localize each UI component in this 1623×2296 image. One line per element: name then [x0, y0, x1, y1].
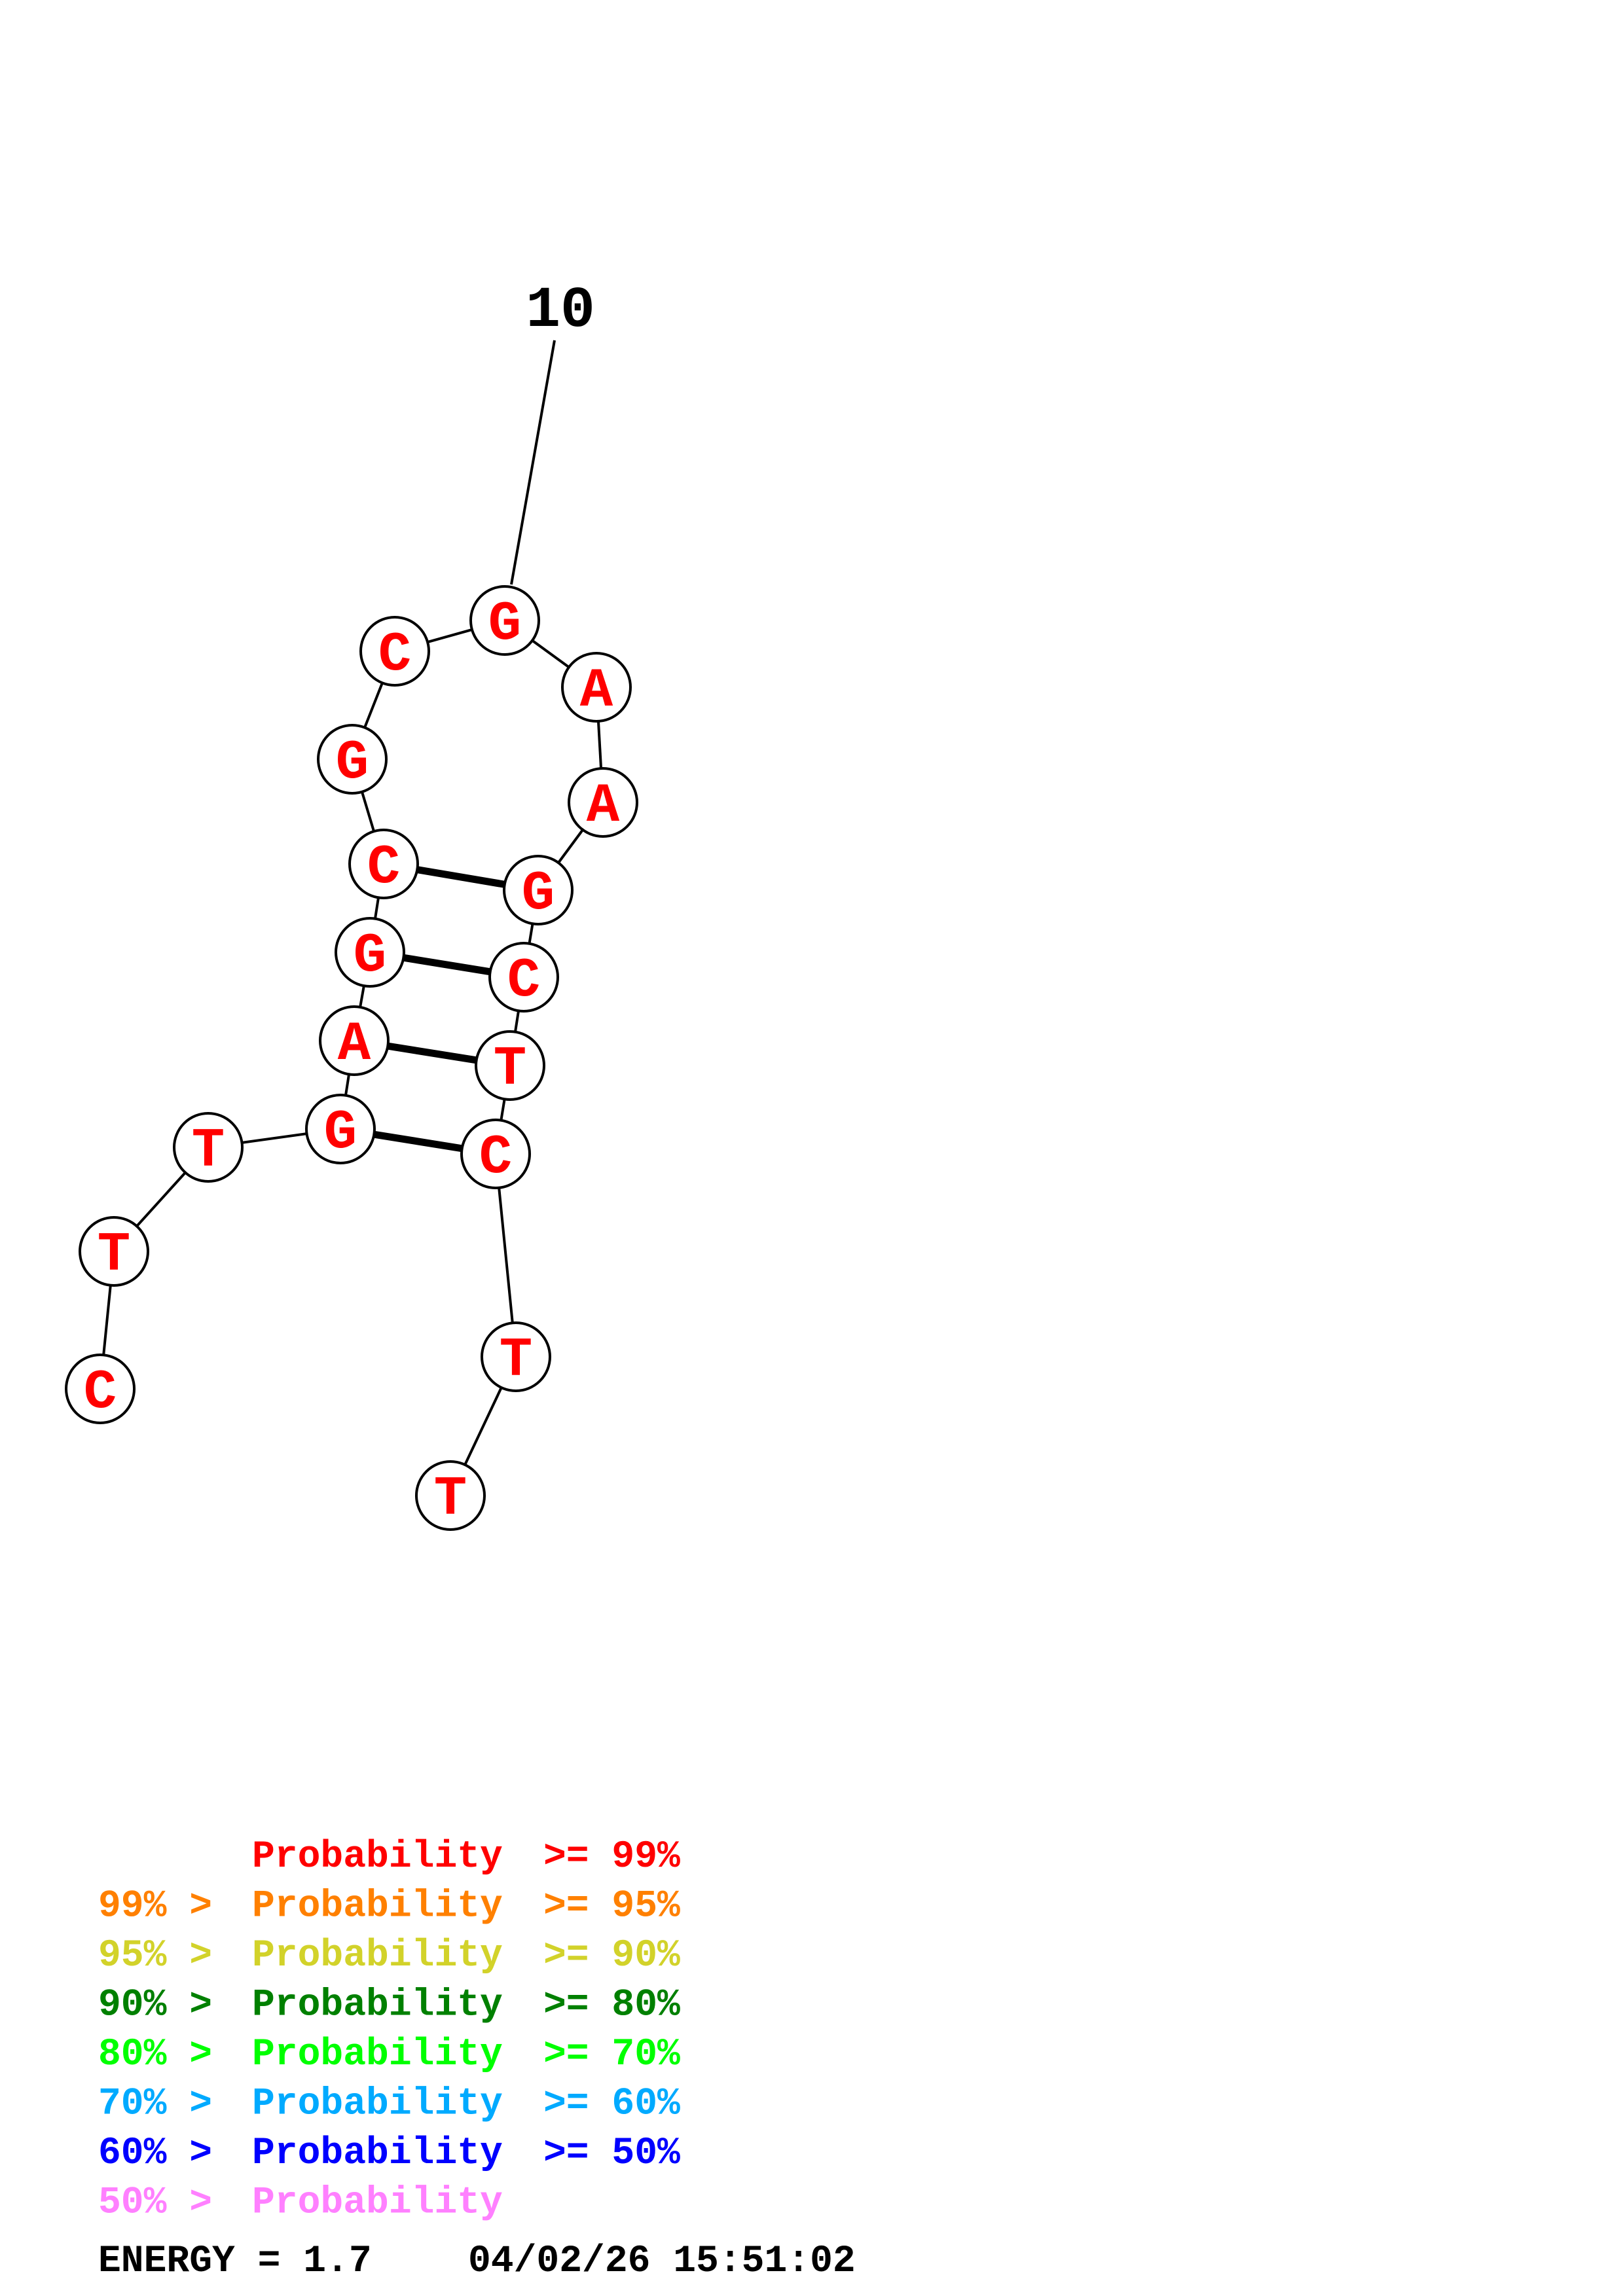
- base-letter: T: [500, 1330, 532, 1392]
- base-node: C: [488, 942, 559, 1013]
- base-node: T: [481, 1321, 551, 1392]
- base-circle: [319, 1005, 390, 1076]
- base-node: G: [503, 855, 574, 925]
- base-circle: [561, 652, 632, 723]
- base-letter: T: [98, 1225, 130, 1287]
- base-letter: T: [434, 1469, 467, 1531]
- base-node: C: [359, 616, 430, 687]
- base-letter: T: [192, 1121, 225, 1183]
- base-circle: [335, 917, 405, 988]
- base-node: C: [460, 1119, 531, 1189]
- legend-threshold: >= 70%: [543, 2034, 680, 2076]
- base-node: A: [561, 652, 632, 723]
- legend-threshold: >= 99%: [543, 1836, 680, 1878]
- base-node: C: [65, 1354, 136, 1424]
- legend-row: Probability >= 99%: [252, 1836, 680, 1878]
- base-circle: [348, 829, 419, 899]
- base-letter: G: [522, 863, 555, 925]
- base-circle: [503, 855, 574, 925]
- base-letter: C: [479, 1127, 512, 1189]
- base-letter: A: [338, 1014, 371, 1076]
- legend-row: 70% > Probability >= 60%: [98, 2083, 680, 2126]
- base-node: C: [348, 829, 419, 899]
- legend-threshold: >= 95%: [543, 1886, 680, 1928]
- base-node: T: [79, 1216, 149, 1287]
- legend-prefix: 70% >: [98, 2083, 212, 2126]
- legend-row: 90% > Probability >= 80%: [98, 1984, 680, 2027]
- base-circle: [79, 1216, 149, 1287]
- legend-threshold: >= 80%: [543, 1984, 680, 2027]
- legend-row: 99% > Probability >= 95%: [98, 1886, 680, 1928]
- legend-probability: Probability: [252, 1886, 503, 1928]
- base-circle: [488, 942, 559, 1013]
- legend-threshold: >= 60%: [543, 2083, 680, 2126]
- base-node: T: [173, 1112, 244, 1183]
- legend-prefix: 50% >: [98, 2182, 212, 2225]
- base-letter: C: [367, 837, 400, 899]
- timestamp: 04/02/26 15:51:02: [468, 2240, 856, 2283]
- legend-threshold: >= 90%: [543, 1935, 680, 1977]
- base-circle: [568, 767, 638, 838]
- legend-threshold: >= 50%: [543, 2132, 680, 2175]
- legend-prefix: 99% >: [98, 1886, 212, 1928]
- base-node: A: [568, 767, 638, 838]
- legend-probability: Probability: [252, 2083, 503, 2126]
- legend-probability: Probability: [252, 1935, 503, 1977]
- base-letter: A: [580, 660, 613, 723]
- base-letter: C: [507, 950, 540, 1013]
- energy-footer: ENERGY = 1.7 04/02/26 15:51:02: [98, 2240, 856, 2283]
- legend-row: 80% > Probability >= 70%: [98, 2034, 680, 2076]
- legend-probability: Probability: [252, 2182, 503, 2225]
- base-circle: [173, 1112, 244, 1183]
- base-node: A: [319, 1005, 390, 1076]
- base-letter: G: [488, 594, 521, 656]
- legend-prefix: 95% >: [98, 1935, 212, 1977]
- legend-row: 95% > Probability >= 90%: [98, 1935, 680, 1977]
- base-circle: [415, 1460, 486, 1531]
- legend-probability: Probability: [252, 2132, 503, 2175]
- base-node: T: [415, 1460, 486, 1531]
- base-letter: G: [336, 732, 369, 795]
- base-node: G: [335, 917, 405, 988]
- energy-value: ENERGY = 1.7: [98, 2240, 372, 2283]
- base-node: G: [305, 1094, 376, 1164]
- base-circle: [359, 616, 430, 687]
- base-circle: [317, 724, 388, 795]
- base-letter: C: [378, 624, 411, 687]
- base-letter: G: [354, 925, 386, 988]
- base-circle: [475, 1030, 545, 1101]
- probability-legend: Probability >= 99%99% > Probability >= 95%9…: [98, 1836, 680, 2225]
- legend-prefix: 60% >: [98, 2132, 212, 2175]
- legend-prefix: 80% >: [98, 2034, 212, 2076]
- base-letter: C: [84, 1362, 117, 1424]
- position-10-tick: [510, 340, 556, 585]
- base-letter: G: [324, 1102, 357, 1164]
- base-node: T: [475, 1030, 545, 1101]
- base-node: G: [469, 585, 540, 656]
- base-circle: [305, 1094, 376, 1164]
- base-node: G: [317, 724, 388, 795]
- legend-probability: Probability: [252, 2034, 503, 2076]
- base-letter: A: [587, 776, 620, 838]
- legend-row: 60% > Probability >= 50%: [98, 2132, 680, 2175]
- legend-prefix: 90% >: [98, 1984, 212, 2027]
- base-letter: T: [494, 1039, 526, 1101]
- position-10-label: 10: [526, 279, 595, 344]
- base-circle: [469, 585, 540, 656]
- base-circle: [481, 1321, 551, 1392]
- legend-row: 50% > Probability: [98, 2182, 503, 2225]
- base-circle: [460, 1119, 531, 1189]
- legend-probability: Probability: [252, 1836, 503, 1878]
- legend-probability: Probability: [252, 1984, 503, 2027]
- base-circle: [65, 1354, 136, 1424]
